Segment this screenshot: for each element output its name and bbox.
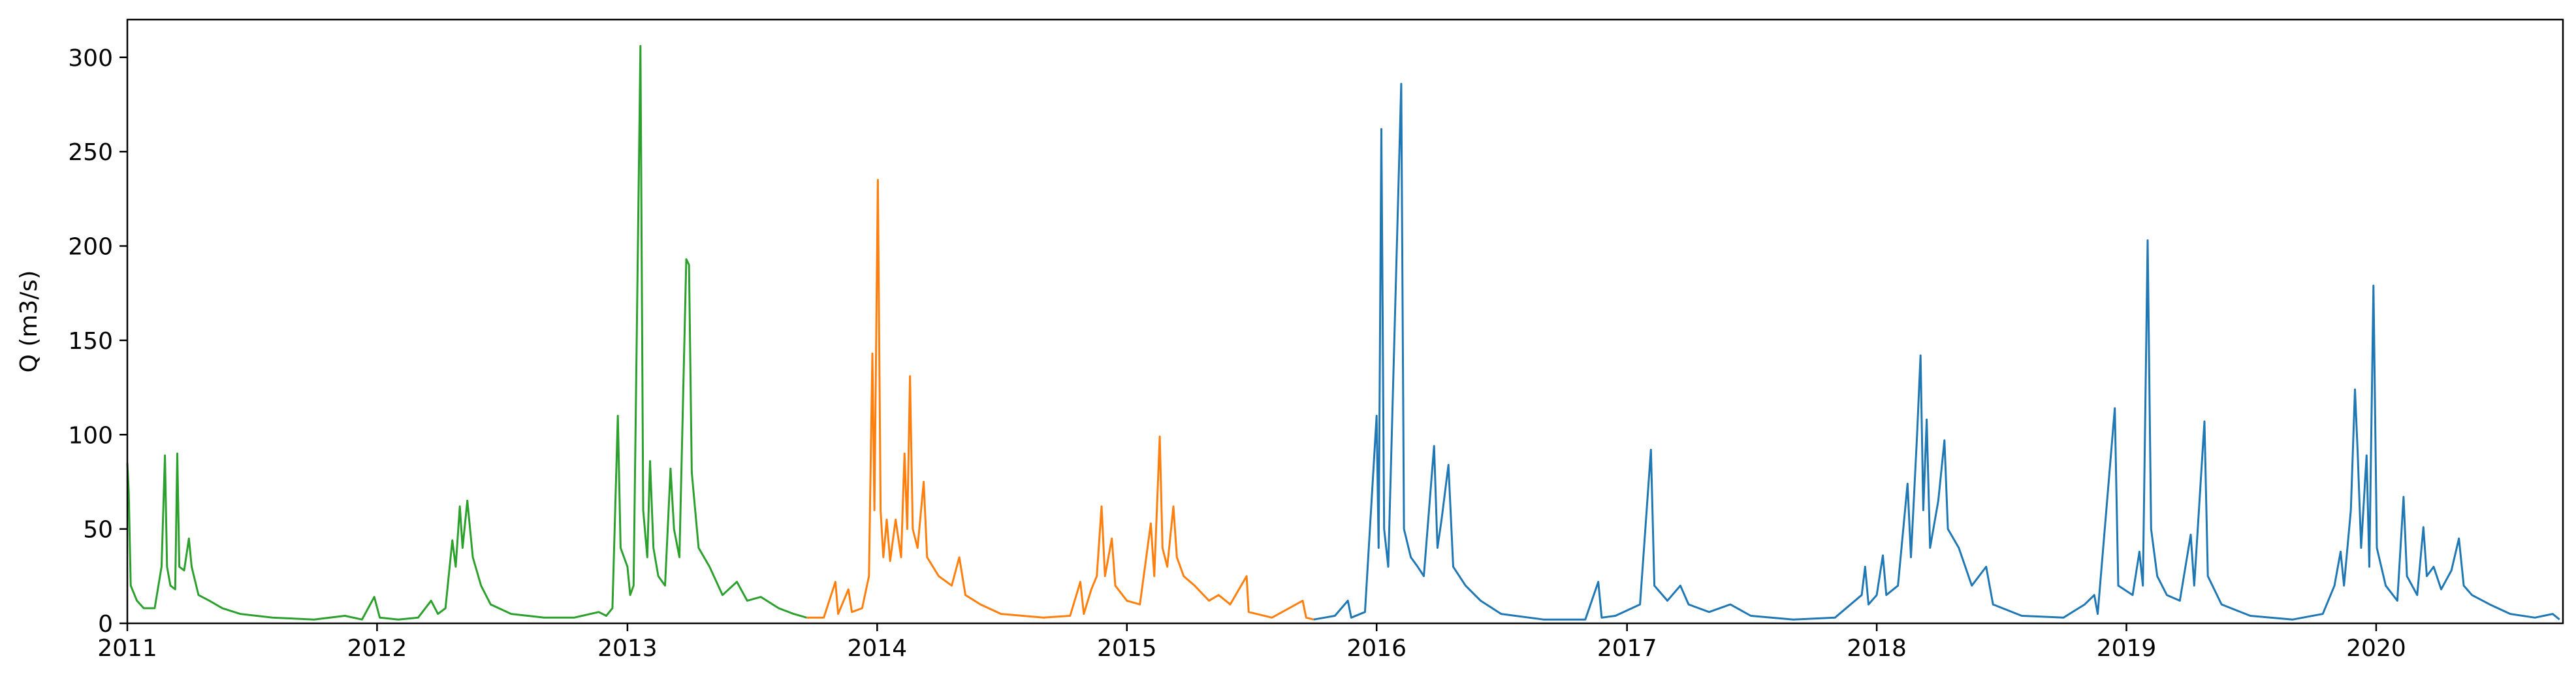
x-tick-label: 2019 — [2097, 635, 2157, 662]
y-axis-label: Q (m3/s) — [16, 270, 42, 373]
y-axis-ticks: 0 50 100 150 200 250 300 — [68, 45, 127, 638]
x-tick-label: 2017 — [1597, 635, 1657, 662]
series-line-3 — [1313, 82, 2560, 621]
y-tick-label: 50 — [83, 517, 113, 544]
x-tick-label: 2011 — [97, 635, 157, 662]
y-tick-label: 100 — [68, 422, 113, 449]
plot-series — [126, 44, 2560, 621]
x-tick-label: 2014 — [848, 635, 908, 662]
series-line-1 — [126, 44, 807, 621]
series-line-2 — [806, 178, 1314, 621]
y-tick-label: 250 — [68, 139, 113, 166]
x-tick-label: 2015 — [1097, 635, 1157, 662]
x-tick-label: 2018 — [1847, 635, 1907, 662]
x-tick-label: 2013 — [597, 635, 658, 662]
x-tick-label: 2016 — [1346, 635, 1407, 662]
plot-area-frame — [126, 18, 2564, 625]
x-axis-ticks: 2011 2012 2013 2014 2015 2016 2017 2018 2019 2020 — [97, 623, 2406, 662]
x-tick-label: 2012 — [347, 635, 407, 662]
y-tick-label: 0 — [98, 611, 113, 638]
y-tick-label: 200 — [68, 234, 113, 261]
y-tick-label: 150 — [68, 328, 113, 355]
x-tick-label: 2020 — [2346, 635, 2406, 662]
y-tick-label: 300 — [68, 45, 113, 72]
